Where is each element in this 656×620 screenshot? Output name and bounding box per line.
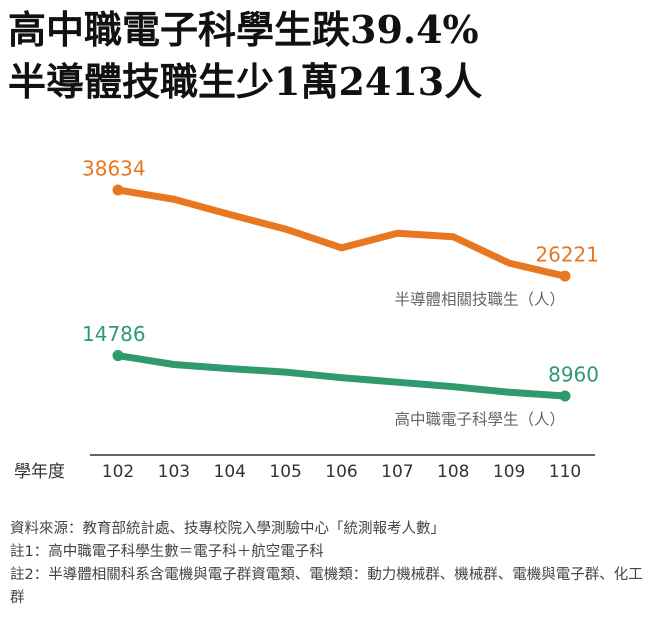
legend-label: 高中職電子科學生（人） <box>394 410 565 429</box>
value-label: 8960 <box>548 363 599 387</box>
series-line <box>114 186 569 280</box>
x-tick-label: 104 <box>214 462 246 482</box>
end-point <box>559 270 571 282</box>
x-tick-label: 108 <box>437 462 469 482</box>
x-tick-label: 105 <box>269 462 301 482</box>
x-axis-label: 學年度 <box>14 462 65 482</box>
end-point <box>559 390 571 402</box>
title-block: 高中職電子科學生跌39.4% 半導體技職生少1萬2413人 <box>8 4 482 108</box>
x-tick-label: 109 <box>493 462 525 482</box>
note: 資料來源：教育部統計處、技專校院入學測驗中心「統測報考人數」 <box>10 521 445 537</box>
x-tick-label: 102 <box>102 462 134 482</box>
chart-title: 高中職電子科學生跌39.4% <box>8 7 479 52</box>
end-point <box>112 184 124 196</box>
x-tick-label: 107 <box>381 462 413 482</box>
chart: 學年度 102 103 104 105 106 107 108 109 110 38634 26221… <box>14 157 599 483</box>
x-tick-label: 110 <box>549 462 581 482</box>
series-line <box>114 352 569 400</box>
note: 註1：高中職電子科學生數＝電子科＋航空電子科 <box>10 544 324 560</box>
end-point <box>112 350 124 362</box>
notes: 資料來源：教育部統計處、技專校院入學測驗中心「統測報考人數」 註1：高中職電子科… <box>10 518 650 610</box>
legend-label: 半導體相關技職生（人） <box>394 291 565 309</box>
value-label: 38634 <box>82 157 146 181</box>
value-label: 26221 <box>535 243 599 267</box>
x-tick-label: 106 <box>325 462 357 482</box>
chart-subtitle: 半導體技職生少1萬2413人 <box>8 59 483 104</box>
x-tick-label: 103 <box>158 462 190 482</box>
value-label: 14786 <box>82 322 146 346</box>
note: 註2：半導體相關科系含電機與電子群資電類、電機類：動力機械群、機械群、電機與電子… <box>10 567 643 606</box>
